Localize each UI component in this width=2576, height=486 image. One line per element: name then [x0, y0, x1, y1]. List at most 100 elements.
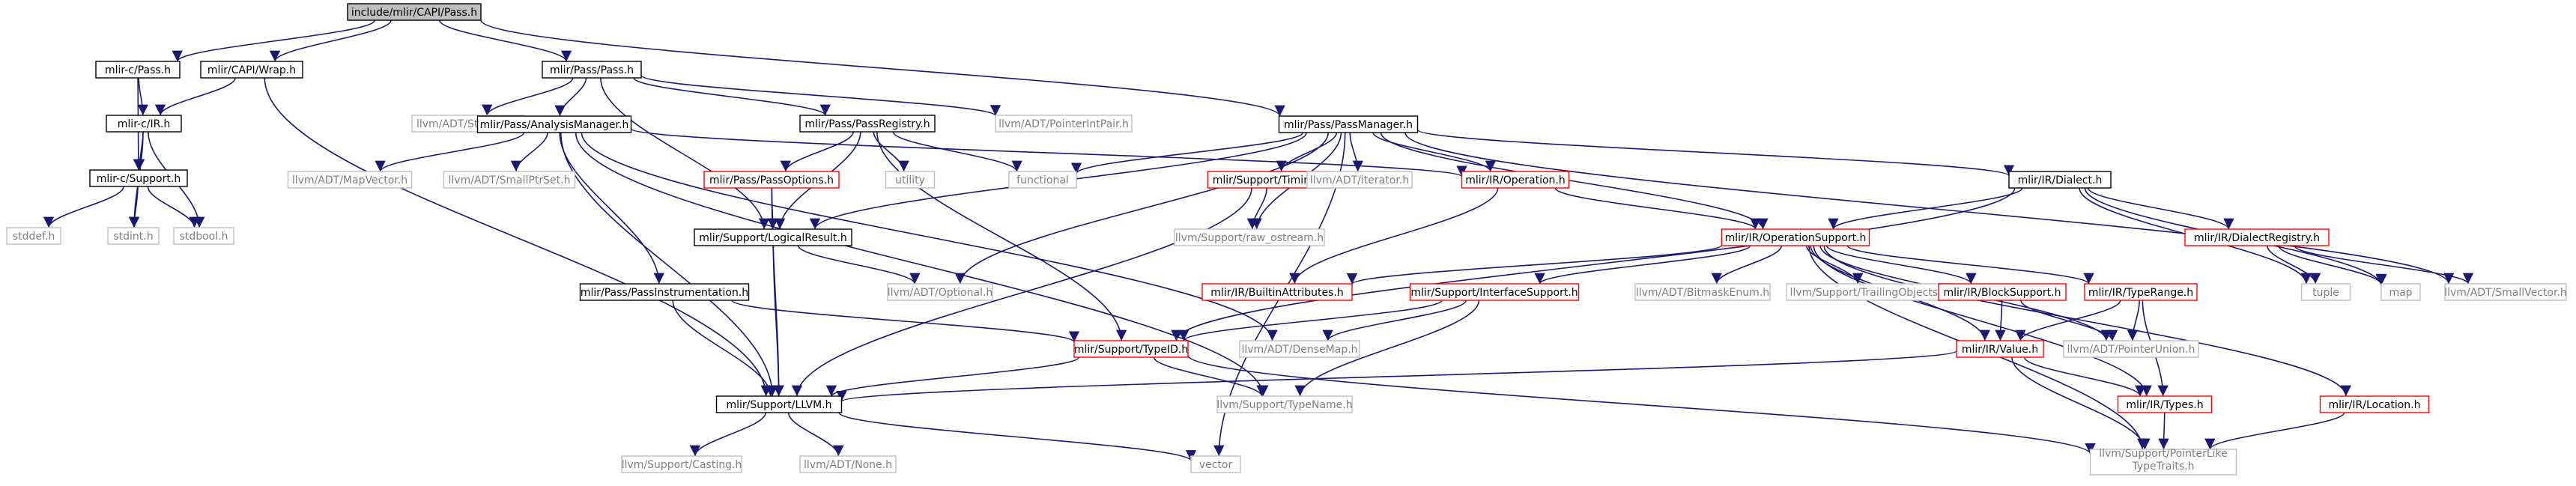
edge-pass-manager-to-operation: [1372, 132, 1496, 172]
edge-capi-pass-to-pass-manager: [480, 19, 1285, 117]
edge-pass-manager-to-operation-support: [1380, 132, 1769, 230]
node-utility[interactable]: utility: [885, 171, 936, 189]
node-stddef[interactable]: stddef.h: [6, 227, 61, 245]
node-box: [2444, 283, 2567, 301]
node-small-ptr-set[interactable]: llvm/ADT/SmallPtrSet.h: [443, 171, 576, 189]
node-optional[interactable]: llvm/ADT/Optional.h: [887, 283, 993, 301]
node-label: mlir/Support/InterfaceSupport.h: [1410, 287, 1578, 299]
node-stdbool[interactable]: stdbool.h: [173, 227, 234, 245]
edge-operation-to-builtin-attributes: [1289, 187, 1499, 285]
edge-analysis-manager-to-support-llvm: [560, 132, 778, 397]
node-pointer-int-pair[interactable]: llvm/ADT/PointerIntPair.h: [995, 115, 1133, 133]
node-dialect-registry[interactable]: mlir/IR/DialectRegistry.h: [2184, 228, 2330, 246]
edge-interface-support-to-type-id: [1178, 300, 1443, 341]
node-box: [2380, 283, 2421, 301]
node-value[interactable]: mlir/IR/Value.h: [1956, 340, 2044, 358]
node-location[interactable]: mlir/IR/Location.h: [2319, 395, 2430, 413]
node-pass-registry[interactable]: mlir/Pass/PassRegistry.h: [799, 115, 936, 133]
node-support-llvm[interactable]: mlir/Support/LLVM.h: [715, 395, 843, 413]
node-interface-support[interactable]: mlir/Support/InterfaceSupport.h: [1409, 283, 1580, 301]
node-raw-ostream[interactable]: llvm/Support/raw_ostream.h: [1174, 228, 1325, 246]
edge-capi-pass-to-capi-wrap: [269, 19, 392, 62]
edge-support-llvm-to-none: [787, 412, 844, 457]
node-box: [443, 171, 576, 189]
node-box: [2084, 283, 2198, 301]
node-box: [715, 395, 843, 413]
edge-c-support-to-stdbool: [147, 186, 200, 228]
node-analysis-manager[interactable]: mlir/Pass/AnalysisManager.h: [476, 115, 632, 133]
node-box: [2184, 228, 2330, 246]
edge-pass-instrumentation-to-type-id: [731, 300, 1079, 343]
node-box: [1956, 340, 2044, 358]
node-map[interactable]: map: [2380, 283, 2421, 301]
node-none[interactable]: llvm/ADT/None.h: [799, 455, 897, 473]
node-box: [887, 283, 993, 301]
node-tuple[interactable]: tuple: [2300, 283, 2351, 301]
node-trailing-objects[interactable]: llvm/Support/TrailingObjects.h: [1786, 283, 1952, 301]
edge-pass-instrumentation-to-support-llvm: [672, 300, 776, 397]
node-capi-wrap[interactable]: mlir/CAPI/Wrap.h: [200, 61, 303, 79]
node-label: llvm/ADT/iterator.h: [1310, 174, 1409, 186]
node-label: llvm/Support/TrailingObjects.h: [1790, 287, 1948, 299]
node-timing[interactable]: mlir/Support/Timing.h: [1207, 171, 1333, 189]
node-dialect[interactable]: mlir/IR/Dialect.h: [2008, 171, 2112, 189]
node-logical-result[interactable]: mlir/Support/LogicalResult.h: [694, 228, 852, 246]
edge-type-id-to-support-llvm: [825, 356, 1079, 397]
node-label: llvm/ADT/SmallPtrSet.h: [449, 174, 571, 186]
edge-pass-manager-to-optional: [954, 132, 1330, 285]
node-box: [579, 283, 750, 301]
node-label: mlir-c/IR.h: [118, 118, 170, 130]
node-label: llvm/Support/TypeName.h: [1216, 399, 1352, 411]
node-iterator[interactable]: llvm/ADT/iterator.h: [1306, 171, 1413, 189]
node-c-support[interactable]: mlir-c/Support.h: [89, 169, 188, 187]
node-map-vector[interactable]: llvm/ADT/MapVector.h: [287, 171, 413, 189]
node-box: [1721, 228, 1870, 246]
edge-pass-pass-to-pass-registry: [633, 77, 831, 116]
node-small-vector[interactable]: llvm/ADT/SmallVector.h: [2444, 283, 2567, 301]
node-label: mlir/IR/Dialect.h: [2018, 174, 2103, 186]
node-c-ir[interactable]: mlir-c/IR.h: [106, 115, 182, 133]
edge-operation-to-operation-support: [1554, 187, 1761, 230]
node-block-support[interactable]: mlir/IR/BlockSupport.h: [1938, 283, 2067, 301]
node-box: [95, 61, 181, 79]
node-c-pass[interactable]: mlir-c/Pass.h: [95, 61, 181, 79]
node-capi-pass[interactable]: include/mlir/CAPI/Pass.h: [347, 3, 482, 21]
node-box: [2117, 395, 2213, 413]
node-box: [621, 455, 742, 473]
node-type-name[interactable]: llvm/Support/TypeName.h: [1216, 395, 1353, 413]
node-vector[interactable]: vector: [1190, 455, 1241, 473]
node-pass-manager[interactable]: mlir/Pass/PassManager.h: [1278, 115, 1419, 133]
node-type-id[interactable]: mlir/Support/TypeID.h: [1073, 340, 1189, 358]
node-label: mlir/IR/BuiltinAttributes.h: [1210, 287, 1343, 299]
node-label: mlir/IR/DialectRegistry.h: [2194, 232, 2320, 244]
node-operation[interactable]: mlir/IR/Operation.h: [1461, 171, 1570, 189]
edge-analysis-manager-to-map-vector: [375, 132, 525, 172]
node-types[interactable]: mlir/IR/Types.h: [2117, 395, 2213, 413]
edge-pass-manager-to-functional: [1071, 132, 1304, 174]
node-pass-instrumentation[interactable]: mlir/Pass/PassInstrumentation.h: [579, 283, 750, 301]
node-bitmask-enum[interactable]: llvm/ADT/BitmaskEnum.h: [1634, 283, 1771, 301]
node-casting[interactable]: llvm/Support/Casting.h: [621, 455, 742, 473]
edge-pass-manager-to-timing: [1276, 132, 1338, 172]
node-builtin-attributes[interactable]: mlir/IR/BuiltinAttributes.h: [1201, 283, 1353, 301]
edge-c-pass-to-c-ir: [137, 77, 148, 116]
node-type-range[interactable]: mlir/IR/TypeRange.h: [2084, 283, 2198, 301]
node-label: llvm/Support/Casting.h: [622, 459, 742, 471]
node-dense-map[interactable]: llvm/ADT/DenseMap.h: [1239, 340, 1360, 358]
edge-pass-pass-to-analysis-manager: [554, 77, 587, 117]
node-label: mlir/Pass/PassManager.h: [1284, 119, 1413, 131]
edge-pass-registry-to-functional: [892, 131, 1022, 172]
node-box: [1216, 395, 1353, 413]
node-functional[interactable]: functional: [1008, 171, 1077, 189]
node-operation-support[interactable]: mlir/IR/OperationSupport.h: [1721, 228, 1870, 246]
node-stdint[interactable]: stdint.h: [107, 227, 160, 245]
edge-pass-registry-to-pass-options: [780, 131, 855, 172]
node-pass-pass[interactable]: mlir/Pass/Pass.h: [542, 61, 642, 79]
node-box: [1306, 171, 1413, 189]
node-box: [2063, 340, 2199, 358]
node-pointer-union[interactable]: llvm/ADT/PointerUnion.h: [2063, 340, 2199, 358]
node-label: stdint.h: [113, 231, 153, 243]
node-pass-options[interactable]: mlir/Pass/PassOptions.h: [703, 171, 840, 189]
node-box: [2008, 171, 2112, 189]
